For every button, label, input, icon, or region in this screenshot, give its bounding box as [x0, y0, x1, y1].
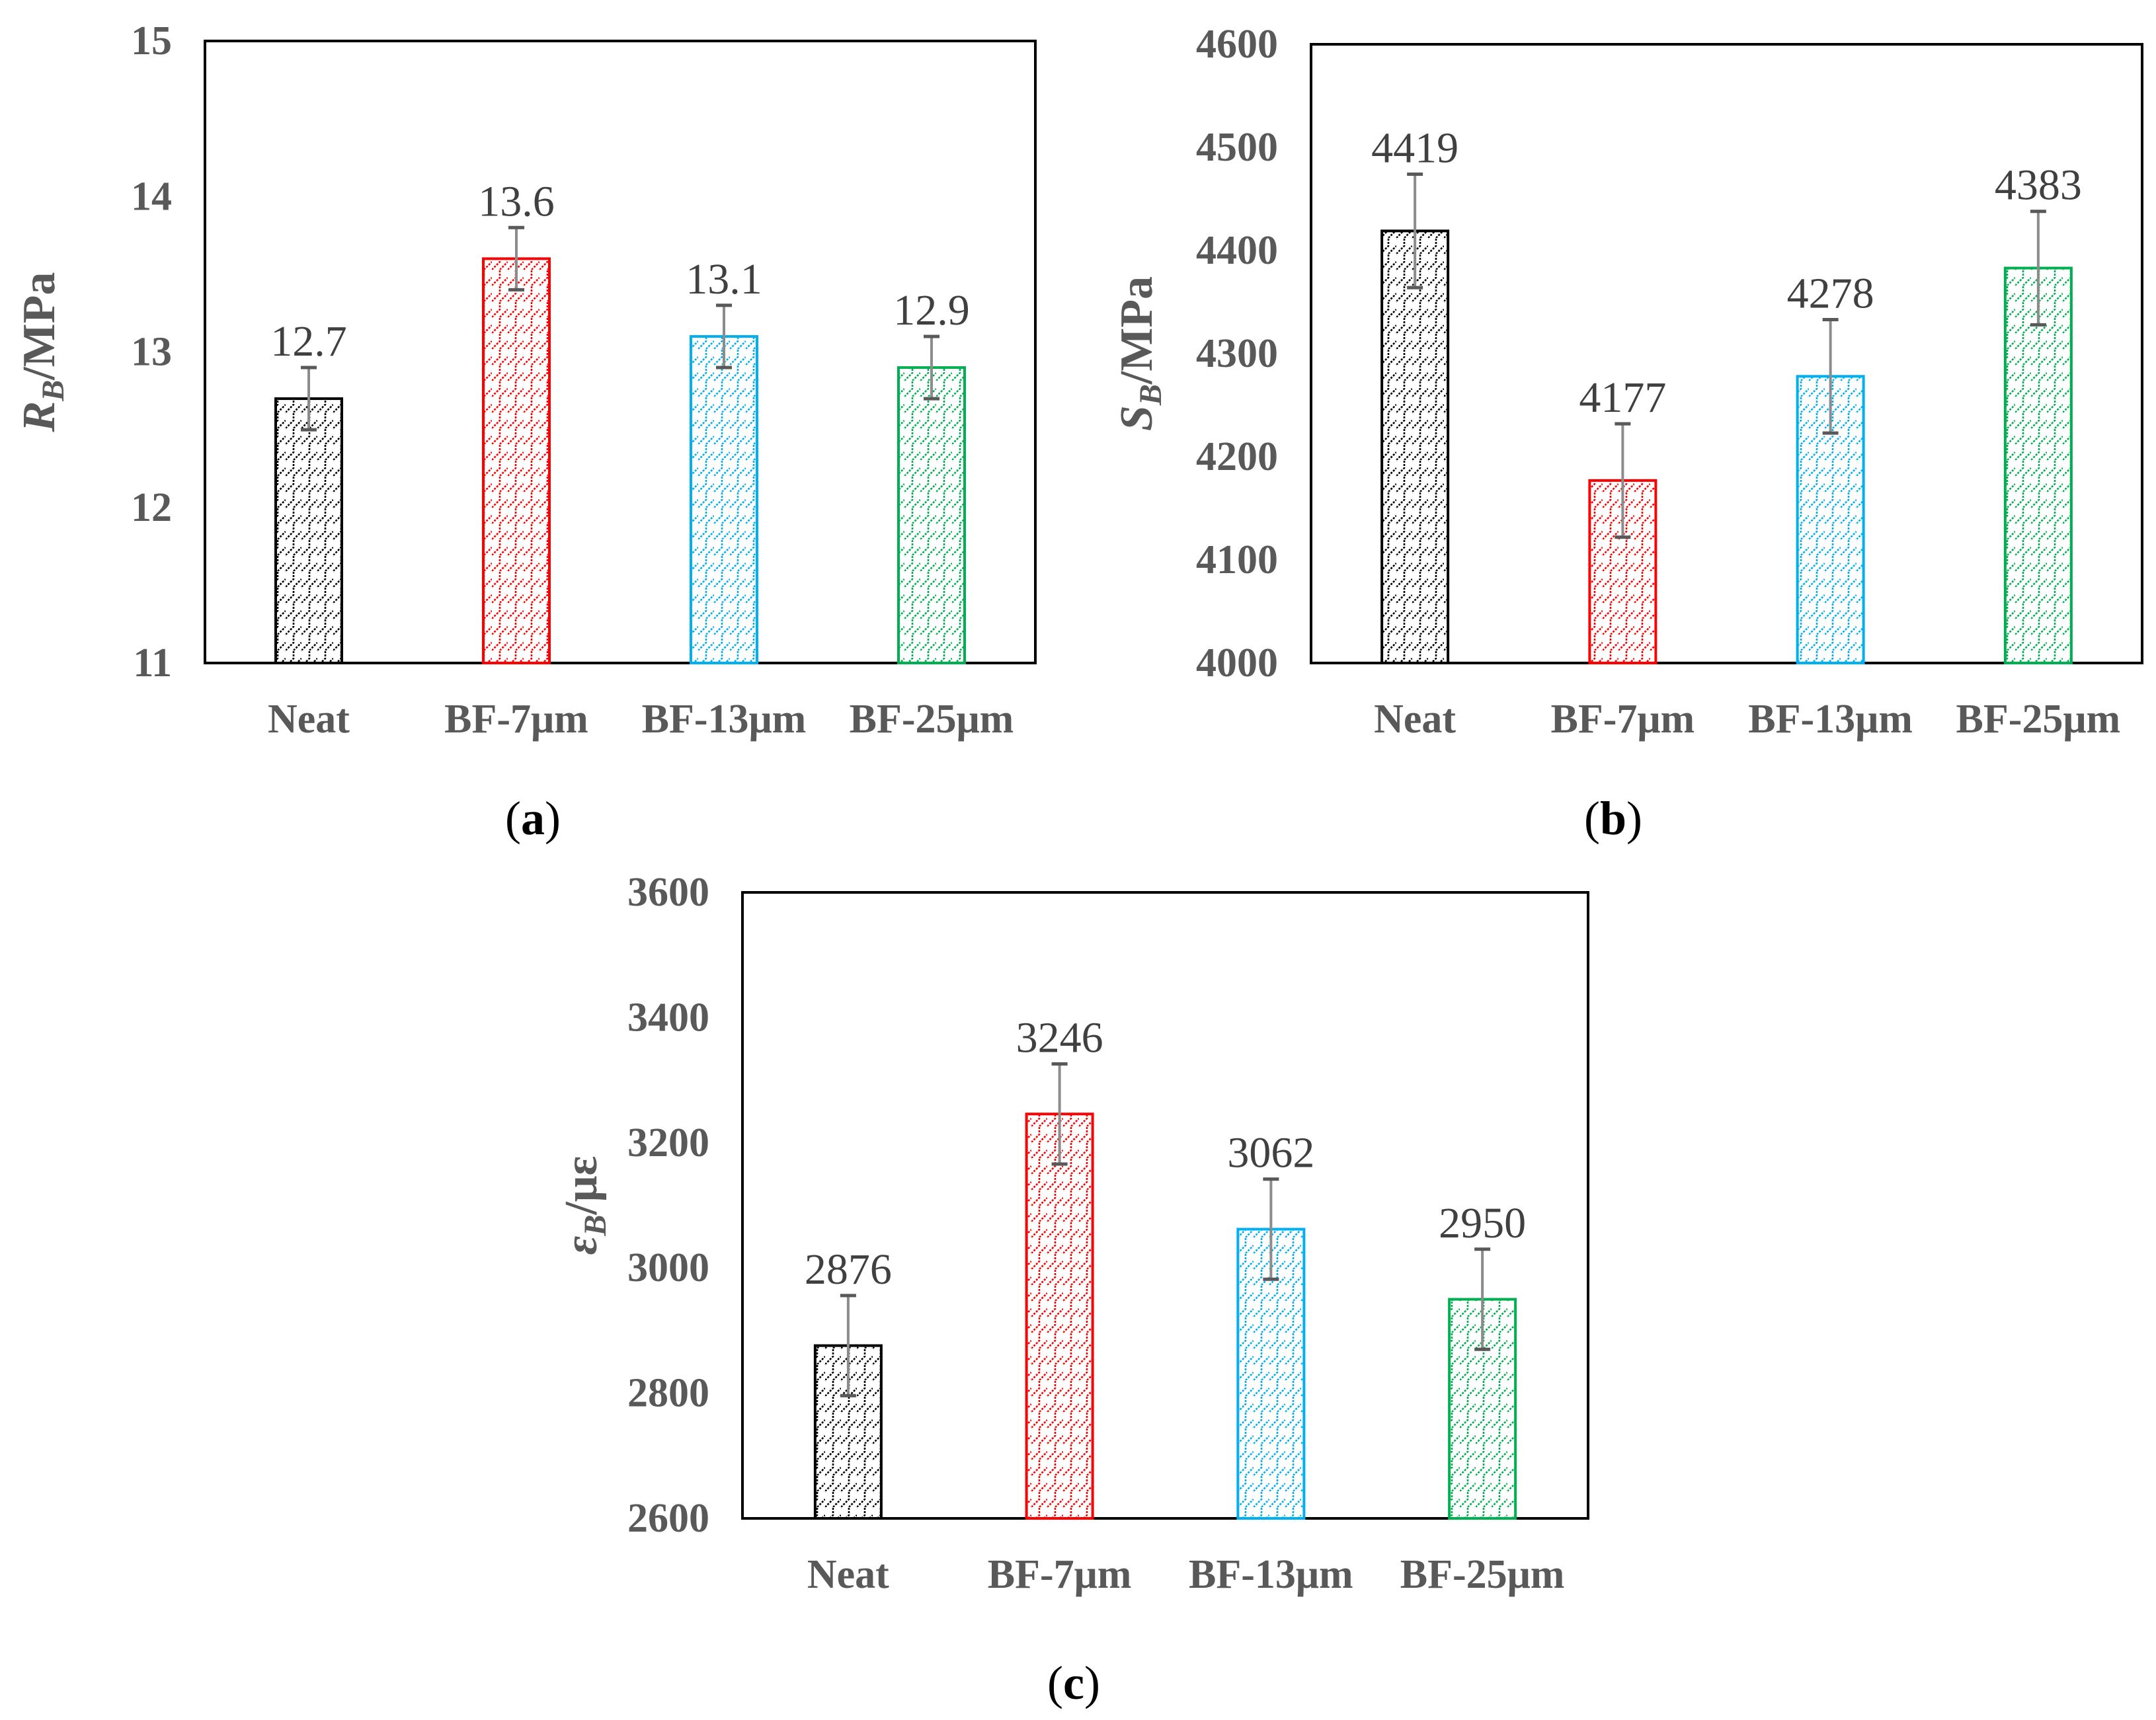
- bar-bf-13-m: [690, 334, 758, 664]
- y-tick-label: 4200: [1196, 434, 1278, 479]
- bar-bf-25-m: [2003, 266, 2073, 664]
- y-tick-label: 2600: [627, 1496, 709, 1541]
- x-category-label: Neat: [268, 697, 350, 742]
- y-tick-label: 4000: [1196, 641, 1278, 685]
- y-tick-label: 3400: [627, 995, 709, 1040]
- y-tick-label: 3000: [627, 1245, 709, 1290]
- bar-bf-7-m: [1025, 1113, 1094, 1520]
- bar-neat: [274, 397, 343, 664]
- y-tick-label: 14: [131, 174, 172, 219]
- x-category-label: BF-13μm: [1748, 697, 1913, 742]
- y-tick-label: 4500: [1196, 125, 1278, 170]
- x-category-label: BF-25μm: [1956, 697, 2121, 742]
- bar-neat: [1380, 229, 1450, 664]
- bar-bf-7-m: [482, 257, 551, 665]
- y-tick-label: 4300: [1196, 331, 1278, 376]
- y-tick-label: 15: [131, 19, 172, 63]
- error-bar: [508, 225, 524, 292]
- data-label: 4419: [1371, 124, 1458, 173]
- y-tick-label: 2800: [627, 1371, 709, 1416]
- plot-area-frame: [741, 891, 1589, 1520]
- error-bar: [1407, 173, 1423, 290]
- panel-tag: (b): [1584, 792, 1642, 845]
- y-tick-label: 4400: [1196, 228, 1278, 273]
- error-bar: [2030, 210, 2046, 327]
- x-category-label: BF-7μm: [444, 697, 588, 742]
- error-bar: [1474, 1247, 1491, 1351]
- x-category-label: BF-13μm: [642, 697, 807, 742]
- data-label: 3246: [1016, 1013, 1103, 1062]
- plot-area-frame: [1310, 43, 2143, 664]
- y-tick-label: 3200: [627, 1120, 709, 1165]
- error-bar: [716, 303, 732, 370]
- x-category-label: BF-7μm: [988, 1552, 1132, 1597]
- error-bar: [840, 1294, 856, 1397]
- panel-tag: (a): [505, 792, 561, 845]
- error-bar: [1263, 1177, 1279, 1281]
- x-category-label: BF-7μm: [1551, 697, 1695, 742]
- chart-panel-a: 11 12 13 14 15 12.7 Neat 13.6 BF-7μm 13.1 BF-13μm 1…: [14, 19, 1037, 845]
- x-category-label: Neat: [1374, 697, 1456, 742]
- data-label: 4383: [1995, 161, 2082, 210]
- x-category-label: BF-25μm: [1400, 1552, 1565, 1597]
- error-bar: [1615, 422, 1631, 539]
- y-tick-label: 11: [133, 641, 172, 685]
- y-axis-title: RB/MPa: [14, 272, 71, 433]
- data-label: 13.1: [686, 255, 762, 303]
- x-category-label: BF-25μm: [850, 697, 1014, 742]
- y-tick-label: 4100: [1196, 537, 1278, 582]
- y-tick-label: 12: [131, 485, 172, 530]
- data-label: 13.6: [478, 177, 555, 225]
- y-axis-title: εB/με: [556, 1156, 613, 1255]
- panel-tag: (c): [1047, 1657, 1100, 1709]
- plot-area-frame: [204, 40, 1037, 664]
- y-tick-label: 13: [131, 330, 172, 375]
- error-bar: [1051, 1062, 1068, 1166]
- data-label: 4278: [1787, 270, 1874, 318]
- x-category-label: Neat: [807, 1552, 889, 1597]
- bar-bf-25-m: [897, 366, 966, 665]
- data-label: 3062: [1227, 1129, 1314, 1177]
- data-label: 4177: [1579, 373, 1666, 422]
- error-bar: [924, 334, 939, 401]
- x-category-label: BF-13μm: [1189, 1552, 1353, 1597]
- y-tick-label: 4600: [1196, 22, 1278, 67]
- error-bar: [301, 366, 317, 432]
- y-tick-label: 3600: [627, 870, 709, 915]
- data-label: 2950: [1439, 1199, 1526, 1247]
- chart-panel-b: 4000 4100 4200 4300 4400 4500 4600 4419 Neat 4177…: [1111, 22, 2143, 845]
- chart-panel-c: 2600 2800 3000 3200 3400 3600 2876 Neat 3246 BF-7…: [556, 870, 1589, 1709]
- data-label: 12.7: [270, 317, 347, 366]
- data-label: 12.9: [893, 286, 970, 334]
- y-axis-title: SB/MPa: [1111, 276, 1168, 431]
- data-label: 2876: [805, 1245, 892, 1294]
- error-bar: [1822, 318, 1839, 435]
